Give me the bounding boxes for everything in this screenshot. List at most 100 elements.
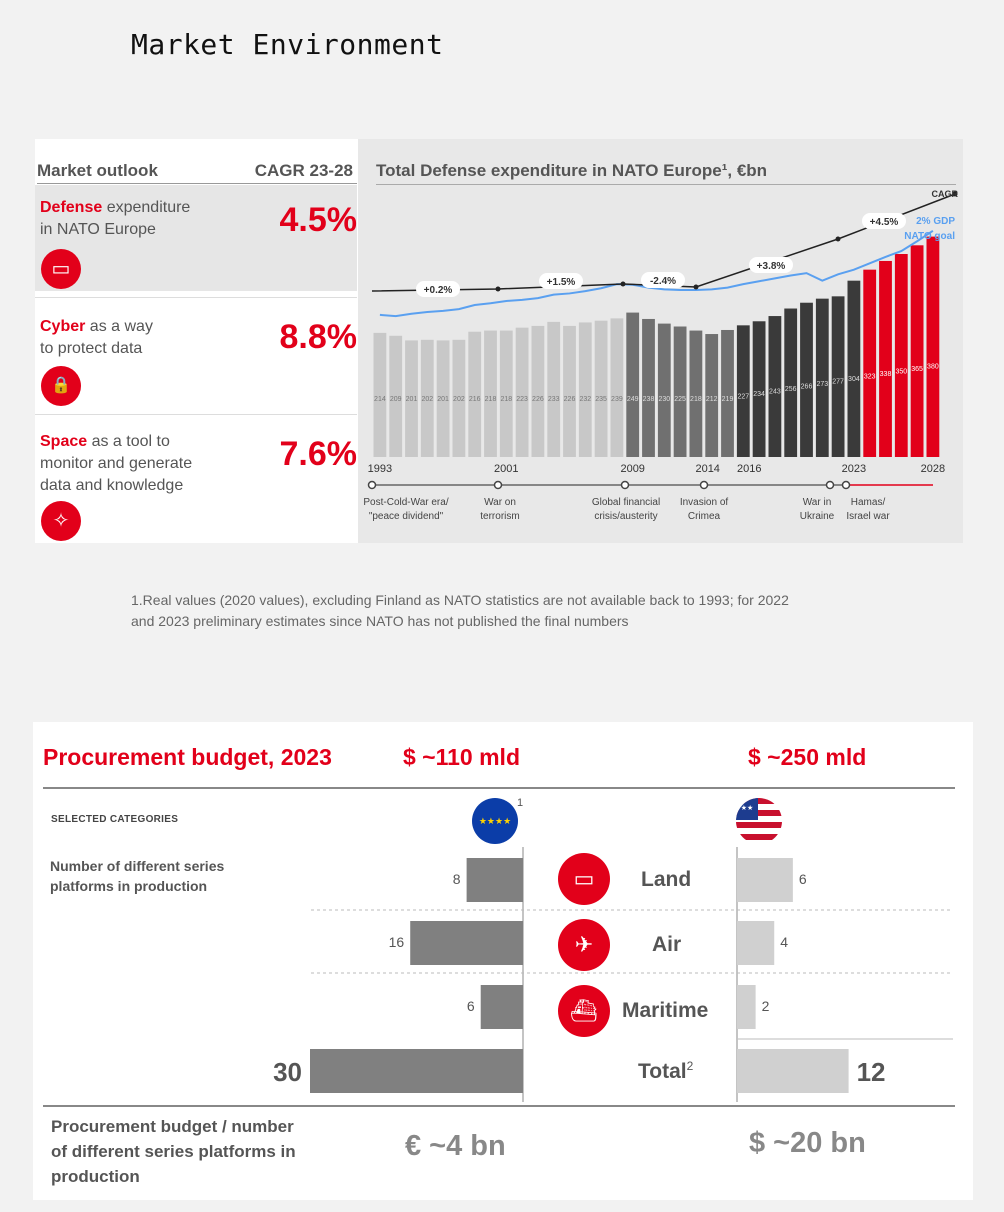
bar-1994: [389, 335, 403, 457]
eu-flag-icon: ★★★★: [472, 798, 518, 844]
outlook-header: Market outlook CAGR 23-28: [37, 161, 357, 184]
lock-icon: 🔒: [41, 366, 81, 406]
bar-value-label: 226: [532, 396, 544, 403]
bar-value-label: 249: [627, 396, 639, 403]
chart-svg: 214 209 201 202 201 202 216 218 218 223 226 233 226 2…: [363, 189, 958, 522]
us-flag-icon: ★★: [736, 798, 782, 844]
event-label: Invasion of: [680, 497, 729, 508]
bar-value-label: 201: [437, 396, 449, 403]
bar-2017: [752, 321, 766, 457]
bar-2025: [879, 260, 892, 457]
row-text: Cyber as a way to protect data: [40, 316, 153, 360]
category-air-label: Air: [652, 933, 682, 956]
bar-2006: [578, 322, 592, 457]
bar-value-label: 223: [516, 396, 528, 403]
bar-2016: [736, 325, 750, 457]
procurement-per-platform-label: Procurement budget / number of different…: [51, 1117, 296, 1186]
bar-2002: [515, 327, 529, 457]
row-line3: data and knowledge: [40, 477, 184, 494]
bar-2023: [847, 280, 861, 457]
bar-2015: [721, 329, 734, 457]
category-total-label: Total2: [638, 1059, 693, 1084]
outlook-row-space: Space as a tool to monitor and generate …: [35, 414, 357, 544]
goal-label: 2% GDP: [916, 216, 955, 227]
bar-value-label: 238: [643, 396, 655, 403]
eu-total-value: 30: [273, 1057, 302, 1087]
bar-value-label: 243: [769, 389, 781, 396]
bar-value-label: 212: [706, 396, 718, 403]
outlook-row-defense: Defense expenditure in NATO Europe 4.5% …: [35, 185, 357, 291]
procurement-title: Procurement budget, 2023: [43, 744, 332, 770]
event-label: War in: [803, 497, 832, 508]
bar-value-label: 304: [848, 376, 860, 383]
bar-value-label: 273: [816, 381, 828, 388]
bar-2019: [784, 308, 798, 457]
row-text: Defense expenditure in NATO Europe: [40, 197, 190, 241]
procurement-chart: 8 6 16 4 6 2 30 12: [273, 847, 953, 1102]
us-bar-maritime: [737, 985, 756, 1029]
row-highlight: Cyber: [40, 318, 86, 335]
eu-footnote-marker: 1: [517, 797, 524, 809]
row-highlight: Defense: [40, 199, 103, 216]
cagr-segment-label: +0.2%: [424, 285, 453, 296]
row-value: 8.8%: [279, 318, 358, 356]
bar-value-label: 225: [674, 396, 686, 403]
selected-categories-label: SELECTED CATEGORIES: [51, 814, 179, 825]
eu-bar-air: [410, 921, 523, 965]
outlook-header-right: CAGR 23-28: [254, 161, 353, 180]
row-value: 7.6%: [279, 435, 358, 473]
outlook-table: Market outlook CAGR 23-28 Defense expend…: [35, 139, 357, 543]
eu-bar-land: [466, 858, 523, 902]
bar-2024: [863, 269, 877, 457]
us-bar-value: 6: [799, 871, 807, 887]
us-total-value: 12: [857, 1057, 886, 1087]
bar-2003: [531, 325, 545, 457]
row-value: 4.5%: [279, 201, 358, 239]
timeline-marker: [825, 480, 835, 490]
eu-bar-value: 8: [453, 871, 461, 887]
category-land-label: Land: [641, 868, 692, 891]
bar-2001: [499, 330, 513, 457]
chart-title: Total Defense expenditure in NATO Europe…: [376, 161, 768, 180]
bar-1997: [436, 340, 450, 457]
event-label: Post-Cold-War era/: [363, 497, 448, 508]
bar-2021: [815, 298, 829, 457]
bar-1999: [468, 331, 482, 457]
row-line2: monitor and generate: [40, 455, 193, 472]
timeline-marker: [699, 480, 709, 490]
bar-value-label: 219: [722, 396, 734, 403]
bar-value-label: 227: [737, 394, 749, 401]
event-label: Israel war: [846, 511, 890, 522]
bar-value-label: 323: [864, 374, 876, 381]
timeline-marker: [493, 480, 503, 490]
bar-value-label: 232: [579, 396, 591, 403]
bar-2004: [547, 321, 561, 457]
row-rest: as a way: [85, 318, 153, 335]
us-budget-per-platform: $ ~20 bn: [749, 1127, 866, 1159]
outlook-header-left: Market outlook: [37, 161, 158, 180]
ship-icon: ⛴: [558, 985, 610, 1037]
cagr-pill: [749, 257, 793, 273]
market-outlook-panel: Market outlook CAGR 23-28 Defense expend…: [35, 139, 963, 543]
category-maritime-label: Maritime: [622, 999, 709, 1022]
bar-2009: [626, 312, 640, 457]
bar-value-label: 239: [611, 396, 623, 403]
bar-value-label: 209: [390, 396, 402, 403]
event-label: Global financial: [592, 497, 660, 508]
eu-budget: $ ~110 mld: [403, 744, 520, 770]
total-label: Total: [638, 1060, 687, 1083]
cagr-segment-label: +3.8%: [757, 261, 786, 272]
bar-2018: [768, 316, 782, 457]
eu-bar-value: 16: [389, 934, 405, 950]
bar-2007: [594, 320, 608, 457]
bar-2008: [610, 318, 624, 457]
bar-2012: [673, 326, 687, 457]
row-rest: as a tool to: [87, 433, 170, 450]
bar-value-label: 380: [927, 364, 939, 371]
bar-value-label: 201: [406, 396, 418, 403]
bar-2027: [910, 245, 924, 457]
bar-2005: [563, 325, 576, 457]
footnote: 1.Real values (2020 values), excluding F…: [131, 590, 851, 632]
bar-value-label: 266: [801, 384, 813, 391]
row-rest: expenditure: [102, 199, 191, 216]
